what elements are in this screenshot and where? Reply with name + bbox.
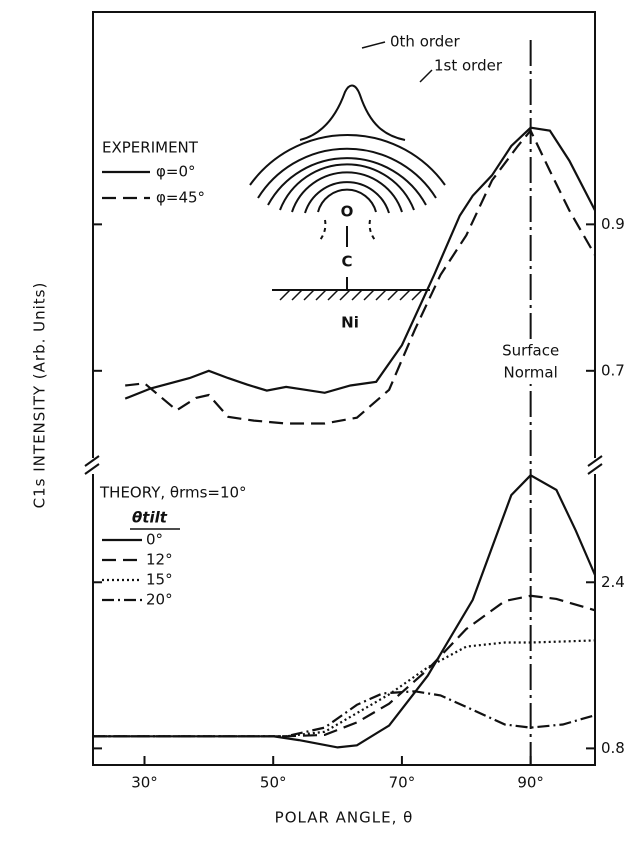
axis-break bbox=[84, 455, 604, 475]
annotation: C bbox=[341, 253, 352, 271]
label-bg bbox=[482, 362, 579, 384]
legend-label: 12° bbox=[146, 551, 173, 569]
y-axis-label: C1s INTENSITY (Arb. Units) bbox=[31, 282, 49, 509]
data-line bbox=[93, 473, 597, 749]
x-tick-label: 30° bbox=[131, 774, 158, 792]
chart-layer: 0.7 0.9 0.8 2.4 C1s INTENSITY (Arb. Units) Su… bbox=[31, 33, 625, 827]
data-line bbox=[93, 690, 596, 738]
x-tick-label: 90° bbox=[517, 774, 544, 792]
data-line bbox=[93, 594, 596, 738]
plot-frame bbox=[92, 11, 596, 766]
y-tick-label: 0.9 bbox=[601, 215, 625, 233]
diffraction-inset bbox=[249, 41, 446, 301]
legend-label: 0° bbox=[146, 531, 163, 549]
x-axis-label: POLAR ANGLE, θ bbox=[275, 809, 414, 827]
legend-title: EXPERIMENT bbox=[102, 139, 199, 157]
legend-label: φ=0° bbox=[156, 163, 196, 181]
label-bg bbox=[482, 340, 579, 362]
legend-title: THEORY, θrms=10° bbox=[99, 484, 247, 502]
data-line bbox=[93, 639, 596, 738]
y-tick-label: 2.4 bbox=[601, 573, 625, 591]
annotation: 0th order bbox=[390, 33, 461, 51]
surface-normal-label: Surface bbox=[502, 342, 559, 360]
annotation: Ni bbox=[341, 314, 359, 332]
x-tick-label: 70° bbox=[389, 774, 416, 792]
legend-label: 15° bbox=[146, 571, 173, 589]
surface-normal-label: Normal bbox=[504, 364, 558, 382]
legend-label: 20° bbox=[146, 591, 173, 609]
data-line bbox=[124, 126, 596, 400]
x-tick-label: 50° bbox=[260, 774, 287, 792]
legend-label: φ=45° bbox=[156, 189, 205, 207]
y-tick-label: 0.7 bbox=[601, 361, 625, 379]
y-tick-label: 0.8 bbox=[601, 739, 625, 757]
data-line bbox=[125, 128, 596, 425]
annotation: 1st order bbox=[434, 57, 503, 75]
annotation: O bbox=[341, 203, 354, 221]
legend-subtitle: θtilt bbox=[132, 509, 168, 527]
